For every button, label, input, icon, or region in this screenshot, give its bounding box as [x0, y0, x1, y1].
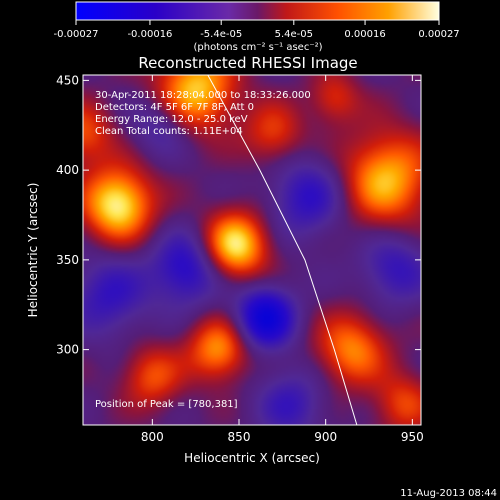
plot-title: Reconstructed RHESSI Image: [138, 54, 357, 72]
y-axis: 300 350 400 450: [56, 73, 421, 357]
annotation-time: 30-Apr-2011 18:28:04.000 to 18:33:26.000: [95, 90, 311, 101]
rhessi-image: [83, 75, 421, 425]
colorbar: [75, 1, 440, 21]
peak-position-label: Position of Peak = [780,381]: [95, 399, 238, 410]
y-axis-label: Heliocentric Y (arcsec): [26, 183, 40, 318]
colorbar-ticks: -0.00027 -0.00016 -5.4e-05 5.4e-05 0.00016 0.…: [54, 20, 460, 40]
footer-date: 11-Aug-2013 08:44: [400, 488, 497, 499]
x-tick-label: 900: [314, 430, 337, 444]
annotation-energy: Energy Range: 12.0 - 25.0 keV: [95, 114, 248, 125]
x-tick-label: 850: [228, 430, 251, 444]
observation-annotations: 30-Apr-2011 18:28:04.000 to 18:33:26.000…: [95, 90, 311, 137]
solar-limb-line: [207, 75, 358, 425]
x-tick-label: 800: [141, 430, 164, 444]
annotation-detectors: Detectors: 4F 5F 6F 7F 8F, Att 0: [95, 102, 254, 113]
plot-frame: [82, 74, 422, 426]
y-tick-label: 400: [56, 163, 79, 177]
image-area: [83, 75, 421, 425]
y-tick-label: 450: [56, 73, 79, 87]
y-tick-label: 300: [56, 343, 79, 357]
colorbar-tick-label: -0.00016: [127, 29, 172, 40]
colorbar-tick-label: -5.4e-05: [200, 29, 242, 40]
colorbar-tick-label: 5.4e-05: [275, 29, 313, 40]
x-axis: 800 850 900 950: [141, 75, 424, 444]
colorbar-tick-label: -0.00027: [54, 29, 99, 40]
annotation-counts: Clean Total counts: 1.11E+04: [95, 126, 243, 137]
colorbar-tick-label: 0.00027: [418, 29, 459, 40]
x-tick-label: 950: [401, 430, 424, 444]
colorbar-unit-label: (photons cm⁻² s⁻¹ asec⁻²): [193, 42, 322, 53]
y-tick-label: 350: [56, 253, 79, 267]
colorbar-tick-label: 0.00016: [344, 29, 385, 40]
x-axis-label: Heliocentric X (arcsec): [184, 451, 320, 465]
